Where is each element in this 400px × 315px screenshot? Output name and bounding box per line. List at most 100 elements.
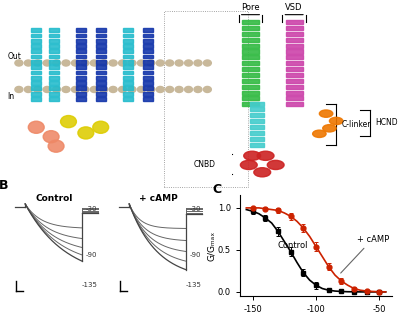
Circle shape (175, 60, 183, 66)
Circle shape (319, 110, 333, 117)
Bar (143, 39, 153, 43)
Circle shape (93, 121, 109, 133)
Circle shape (257, 151, 274, 160)
Circle shape (34, 86, 42, 93)
Circle shape (175, 86, 183, 93)
Circle shape (313, 130, 326, 137)
Bar (242, 26, 259, 30)
Circle shape (48, 140, 64, 152)
Bar (123, 76, 133, 80)
Bar (123, 49, 133, 53)
Circle shape (156, 60, 164, 66)
Bar (286, 55, 302, 60)
Circle shape (166, 86, 174, 93)
Bar (143, 28, 153, 32)
Bar (49, 55, 58, 59)
Bar (49, 39, 58, 43)
Text: -135: -135 (82, 282, 97, 288)
Bar (96, 33, 106, 37)
Circle shape (34, 60, 42, 66)
Circle shape (166, 60, 174, 66)
Bar (250, 131, 264, 135)
Bar (286, 73, 302, 77)
Circle shape (118, 86, 126, 93)
Bar (123, 65, 133, 69)
Text: B: B (0, 179, 8, 192)
Bar (49, 92, 58, 95)
Bar (123, 81, 133, 85)
Bar (76, 97, 86, 101)
Text: Control: Control (36, 194, 73, 203)
Text: -90: -90 (86, 252, 97, 258)
Bar (286, 67, 302, 71)
Bar (242, 43, 259, 48)
Circle shape (147, 60, 155, 66)
Bar (76, 49, 86, 53)
Bar (286, 79, 302, 83)
Bar (286, 85, 302, 89)
Bar (143, 86, 153, 90)
Bar (242, 32, 259, 36)
Bar (49, 28, 58, 32)
Circle shape (147, 86, 155, 93)
Bar (286, 38, 302, 42)
Circle shape (184, 60, 192, 66)
Bar (49, 76, 58, 80)
Bar (143, 97, 153, 101)
Circle shape (128, 86, 136, 93)
Bar (143, 33, 153, 37)
Bar (31, 49, 41, 53)
Bar (31, 39, 41, 43)
Circle shape (100, 86, 108, 93)
Bar (49, 71, 58, 74)
Text: Control: Control (278, 241, 308, 250)
Bar (31, 92, 41, 95)
Bar (123, 39, 133, 43)
Bar (76, 44, 86, 48)
Text: C: C (213, 183, 222, 196)
Bar (143, 49, 153, 53)
Bar (286, 102, 302, 106)
Bar (123, 71, 133, 74)
Text: HCND: HCND (375, 118, 398, 127)
Circle shape (267, 160, 284, 169)
Circle shape (43, 131, 59, 143)
Bar (242, 85, 259, 89)
Bar (76, 92, 86, 95)
Bar (242, 73, 259, 77)
Bar (31, 44, 41, 48)
Circle shape (118, 60, 126, 66)
Circle shape (43, 86, 51, 93)
Bar (242, 49, 259, 54)
Bar (31, 76, 41, 80)
Bar (31, 97, 41, 101)
Bar (250, 113, 264, 117)
Bar (76, 76, 86, 80)
Bar (96, 97, 106, 101)
Bar (49, 49, 58, 53)
Bar (143, 44, 153, 48)
Bar (123, 97, 133, 101)
Circle shape (53, 86, 60, 93)
Text: VSD: VSD (286, 3, 303, 12)
Bar (76, 60, 86, 64)
Bar (143, 55, 153, 59)
Bar (123, 86, 133, 90)
Circle shape (90, 86, 98, 93)
Bar (96, 71, 106, 74)
Bar (49, 44, 58, 48)
Bar (286, 26, 302, 30)
Circle shape (240, 160, 257, 169)
Text: In: In (8, 92, 15, 100)
Bar (76, 65, 86, 69)
Bar (76, 71, 86, 74)
Bar (242, 55, 259, 60)
Bar (96, 92, 106, 95)
Bar (31, 81, 41, 85)
Circle shape (15, 86, 23, 93)
Text: Out: Out (8, 52, 22, 61)
Y-axis label: G/Gₘₐₓ: G/Gₘₐₓ (208, 231, 216, 261)
Text: C-linker: C-linker (341, 120, 371, 129)
Text: Pore: Pore (241, 3, 260, 12)
Circle shape (28, 121, 44, 133)
